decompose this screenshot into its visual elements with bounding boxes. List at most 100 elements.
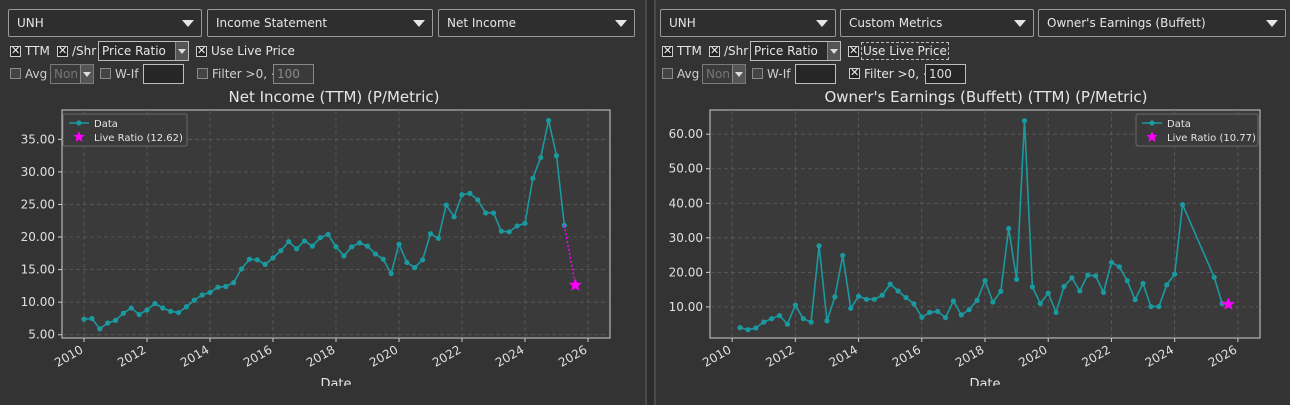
data-point <box>1172 271 1178 277</box>
ticker-dropdown[interactable]: UNH <box>8 9 202 37</box>
what-if-checkbox[interactable] <box>100 68 111 79</box>
data-point <box>364 243 371 249</box>
legend-label-data: Data <box>1167 119 1191 130</box>
statement-dropdown[interactable]: Custom Metrics <box>840 9 1034 37</box>
live-price-label: Use Live Price <box>211 44 295 58</box>
live-price-checkbox[interactable] <box>848 44 859 57</box>
x-tick-label: 2014 <box>178 342 211 369</box>
ttm-checkbox[interactable] <box>662 44 673 57</box>
data-point <box>514 223 520 229</box>
data-point <box>1148 303 1154 310</box>
ratio-mode-select[interactable]: Price Ratio <box>750 41 841 61</box>
data-point <box>737 325 743 331</box>
legend-label-live: Live Ratio (10.77) <box>1167 133 1256 144</box>
ratio-mode-value: Price Ratio <box>754 44 818 58</box>
data-point <box>262 261 268 267</box>
data-point <box>1006 225 1012 232</box>
data-point <box>522 220 528 226</box>
data-point <box>152 300 158 307</box>
data-point <box>317 235 323 241</box>
data-point <box>294 246 300 252</box>
data-point <box>231 280 237 286</box>
chevron-down-icon <box>182 20 194 27</box>
x-tick-label: 2010 <box>700 342 733 369</box>
ratio-mode-value: Price Ratio <box>102 44 166 58</box>
live-price-checkbox[interactable] <box>196 44 207 57</box>
data-point <box>911 301 917 307</box>
statement-dropdown-value: Income Statement <box>216 16 328 30</box>
x-tick-label: 2026 <box>556 342 589 369</box>
metric-dropdown-value: Owner's Earnings (Buffett) <box>1047 16 1206 30</box>
what-if-input[interactable] <box>143 64 184 84</box>
data-point <box>215 284 221 290</box>
what-if-checkbox[interactable] <box>752 68 763 79</box>
ticker-dropdown[interactable]: UNH <box>660 9 836 37</box>
filter-input[interactable]: 100 <box>273 64 314 84</box>
y-tick-label: 10.00 <box>21 295 55 309</box>
avg-checkbox[interactable] <box>662 68 673 79</box>
metric-dropdown[interactable]: Owner's Earnings (Buffett) <box>1038 9 1286 37</box>
data-point <box>278 248 284 254</box>
data-point <box>966 307 972 313</box>
avg-label: Avg <box>677 67 700 81</box>
x-tick-label: 2012 <box>763 342 796 369</box>
data-point <box>1077 288 1083 294</box>
y-tick-label: 25.00 <box>21 197 55 211</box>
data-point <box>412 265 418 271</box>
x-tick-label: 2018 <box>953 342 986 369</box>
data-point <box>467 190 473 196</box>
legend-live-marker <box>1146 131 1158 142</box>
per-share-checkbox[interactable] <box>709 44 720 57</box>
data-point <box>451 214 457 220</box>
data-point <box>506 229 512 235</box>
data-point <box>223 283 229 290</box>
ttm-checkbox[interactable] <box>10 44 21 57</box>
data-point <box>144 307 150 313</box>
data-point <box>333 244 339 250</box>
chevron-down-icon <box>1266 20 1278 27</box>
x-tick-label: 2016 <box>890 342 923 369</box>
owners-earnings-chart: Owner's Earnings (Buffett) (TTM) (P/Metr… <box>669 88 1261 386</box>
data-point <box>388 270 394 277</box>
filter-label: Filter >0, < <box>212 67 281 81</box>
metric-dropdown[interactable]: Net Income <box>438 9 635 37</box>
legend-label-live: Live Ratio (12.62) <box>94 133 183 144</box>
x-tick-label: 2026 <box>1206 342 1239 369</box>
data-point <box>553 153 560 159</box>
data-point <box>840 252 846 259</box>
filter-input[interactable]: 100 <box>925 64 966 84</box>
x-tick-label: 2022 <box>1079 342 1112 369</box>
live-ratio-star <box>568 278 582 291</box>
filter-checkbox[interactable] <box>197 68 208 79</box>
data-point <box>490 210 497 216</box>
statement-dropdown[interactable]: Income Statement <box>207 9 433 37</box>
avg-checkbox[interactable] <box>10 68 21 79</box>
data-point <box>175 309 182 316</box>
data-point <box>903 294 909 301</box>
data-point <box>160 305 166 311</box>
chart-title: Net Income (TTM) (P/Metric) <box>229 88 440 106</box>
legend-box <box>62 113 188 147</box>
data-point <box>974 297 980 303</box>
avg-label: Avg <box>25 67 48 81</box>
data-point <box>420 257 426 263</box>
data-point <box>357 240 363 246</box>
filter-checkbox[interactable] <box>849 66 860 79</box>
data-point <box>1211 274 1217 280</box>
avg-select[interactable]: Non <box>50 64 94 84</box>
data-point <box>808 319 814 325</box>
data-point <box>745 327 751 333</box>
avg-select[interactable]: Non <box>702 64 746 84</box>
per-share-checkbox[interactable] <box>57 44 68 57</box>
legend-data-marker <box>76 120 82 126</box>
x-tick-label: 2024 <box>493 342 526 369</box>
data-point <box>120 310 127 316</box>
data-point <box>238 266 245 272</box>
data-point <box>942 315 949 321</box>
data-point <box>919 314 925 320</box>
what-if-input[interactable] <box>795 64 836 84</box>
data-point <box>168 308 174 314</box>
data-point <box>246 256 252 262</box>
ratio-mode-select[interactable]: Price Ratio <box>98 41 189 61</box>
data-point <box>1140 280 1146 287</box>
